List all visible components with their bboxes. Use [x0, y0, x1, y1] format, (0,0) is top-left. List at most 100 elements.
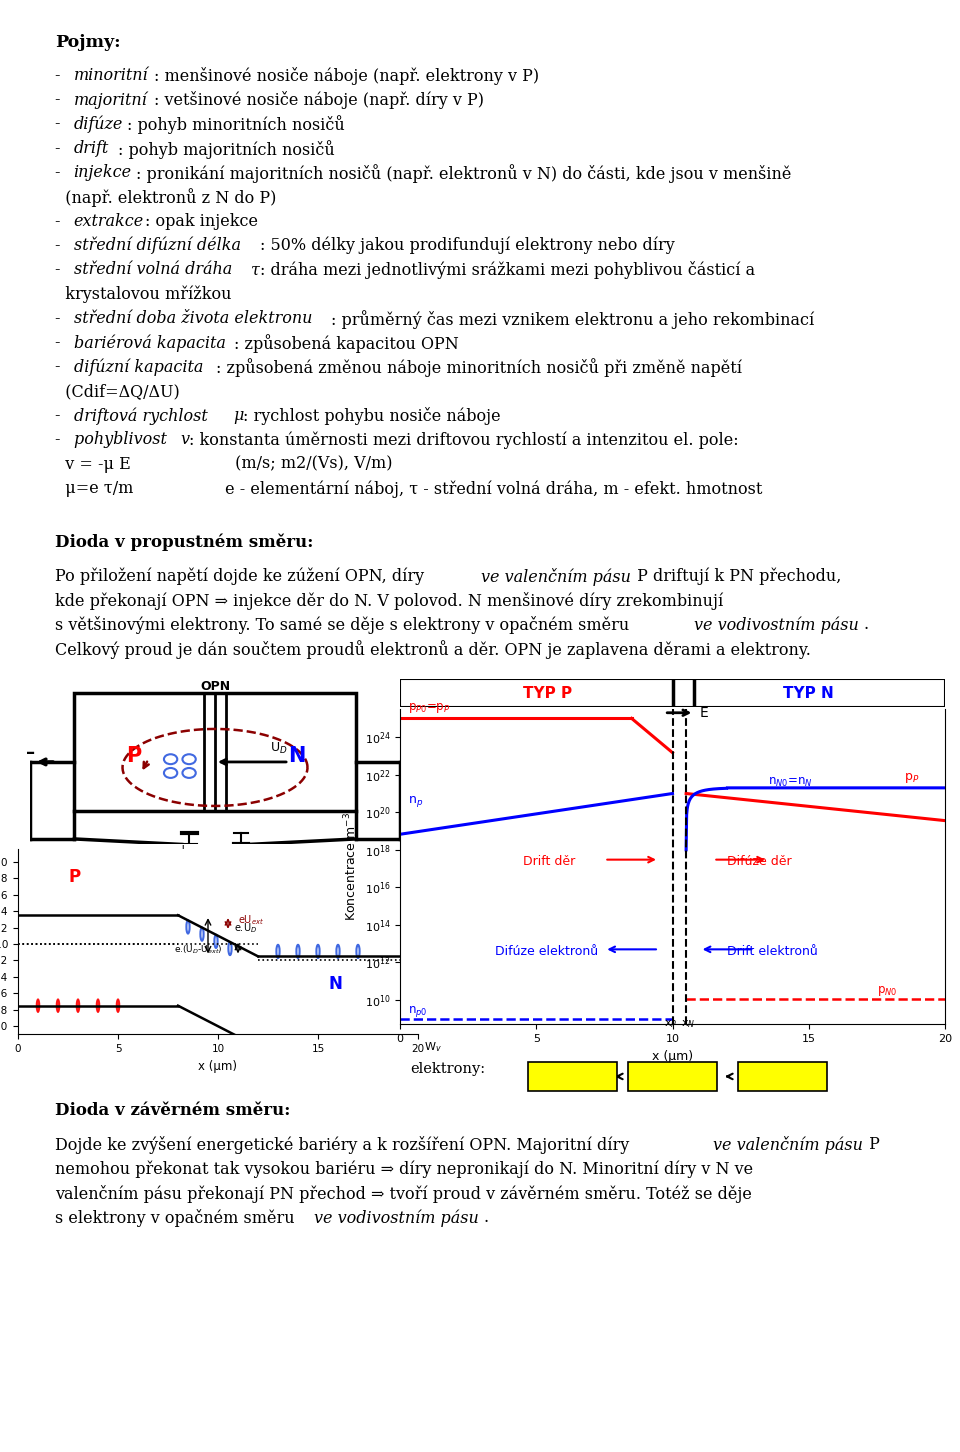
Text: (m/s; m2/(Vs), V/m): (m/s; m2/(Vs), V/m)	[148, 456, 392, 473]
Text: Celkový proud je dán součtem proudů elektronů a děr. OPN je zaplavena děrami a e: Celkový proud je dán součtem proudů elek…	[55, 640, 811, 659]
Text: : menšinové nosiče náboje (např. elektrony v P): : menšinové nosiče náboje (např. elektro…	[154, 67, 539, 84]
Text: –: –	[26, 743, 36, 762]
Text: n$_p$: n$_p$	[408, 794, 423, 809]
Text: střední difúzní délka: střední difúzní délka	[74, 237, 241, 254]
Text: .: .	[863, 616, 868, 633]
Text: difúze: difúze	[551, 1070, 594, 1083]
X-axis label: x (μm): x (μm)	[199, 1060, 237, 1073]
Text: pohyblivost: pohyblivost	[74, 431, 172, 449]
Text: minoritní: minoritní	[74, 67, 148, 84]
Text: -: -	[55, 359, 65, 376]
Text: Drift děr: Drift děr	[522, 855, 575, 868]
Text: ve valenčním pásu: ve valenčním pásu	[481, 568, 631, 585]
Text: Dioda v propustném směru:: Dioda v propustném směru:	[55, 533, 313, 550]
Bar	[75, 693, 355, 812]
Text: : 50% délky jakou prodifundují elektrony nebo díry: : 50% délky jakou prodifundují elektrony…	[260, 237, 675, 254]
Text: difúzní kapacita: difúzní kapacita	[74, 359, 203, 376]
Text: e.(U$_D$-U$_{ext}$): e.(U$_D$-U$_{ext}$)	[174, 944, 223, 955]
Text: drift: drift	[74, 139, 108, 157]
Text: ve vodivostním pásu: ve vodivostním pásu	[694, 616, 859, 633]
Text: -: -	[55, 334, 65, 351]
Text: TYP P: TYP P	[522, 685, 572, 701]
Y-axis label: Koncentrace m$^{-3}$: Koncentrace m$^{-3}$	[343, 813, 359, 922]
Text: -: -	[55, 164, 65, 182]
Text: Dioda v závěrném směru:: Dioda v závěrném směru:	[55, 1102, 290, 1119]
Text: extrakce: extrakce	[74, 212, 144, 229]
Text: τ: τ	[252, 261, 260, 279]
Text: -: -	[55, 309, 65, 327]
Text: : pohyb majoritních nosičů: : pohyb majoritních nosičů	[118, 139, 335, 158]
Text: : pohyb minoritních nosičů: : pohyb minoritních nosičů	[127, 115, 345, 135]
Text: -: -	[55, 407, 65, 424]
Text: drift: drift	[767, 1070, 798, 1083]
Text: (Cdif=ΔQ/ΔU): (Cdif=ΔQ/ΔU)	[55, 383, 180, 399]
Text: .: .	[484, 1210, 489, 1227]
Text: n$_{p0}$: n$_{p0}$	[408, 1005, 427, 1019]
Text: W$_c$: W$_c$	[424, 950, 442, 963]
Text: Difúze děr: Difúze děr	[727, 855, 792, 868]
Text: elektrony:: elektrony:	[410, 1063, 485, 1076]
Text: nemohou překonat tak vysokou bariéru ⇒ díry nepronikají do N. Minoritní díry v N: nemohou překonat tak vysokou bariéru ⇒ d…	[55, 1160, 754, 1178]
Text: : pronikání majoritních nosičů (např. elektronů v N) do části, kde jsou v menšin: : pronikání majoritních nosičů (např. el…	[135, 164, 791, 183]
Text: e.U$_D$: e.U$_D$	[234, 922, 257, 935]
Text: -: -	[55, 139, 65, 157]
Text: -: -	[55, 67, 65, 84]
Text: U$_D$: U$_D$	[271, 742, 288, 756]
Text: N: N	[328, 976, 342, 993]
Text: majoritní: majoritní	[74, 91, 147, 109]
Text: : opak injekce: : opak injekce	[145, 212, 257, 229]
Text: : vetšinové nosiče náboje (např. díry v P): : vetšinové nosiče náboje (např. díry v …	[154, 91, 484, 109]
Text: x$_P$: x$_P$	[664, 1018, 678, 1029]
Text: P driftují k PN přechodu,: P driftují k PN přechodu,	[633, 568, 842, 585]
Text: : konstanta úměrnosti mezi driftovou rychlostí a intenzitou el. pole:: : konstanta úměrnosti mezi driftovou ryc…	[189, 431, 739, 449]
Text: : způsobená změnou náboje minoritních nosičů při změně napětí: : způsobená změnou náboje minoritních no…	[216, 359, 742, 378]
Text: W$_v$: W$_v$	[424, 1040, 442, 1054]
Text: +: +	[178, 842, 188, 855]
Text: s většinovými elektrony. To samé se děje s elektrony v opačném směru: s většinovými elektrony. To samé se děje…	[55, 616, 635, 635]
Text: s elektrony v opačném směru: s elektrony v opačném směru	[55, 1210, 300, 1227]
Text: Drift elektronů: Drift elektronů	[727, 945, 818, 958]
Text: : rychlost pohybu nosiče náboje: : rychlost pohybu nosiče náboje	[243, 407, 500, 425]
Text: ve valenčním pásu: ve valenčním pásu	[712, 1137, 863, 1154]
Text: TYP N: TYP N	[783, 685, 834, 701]
Circle shape	[116, 999, 120, 1012]
Text: střední doba života elektronu: střední doba života elektronu	[74, 309, 312, 327]
Text: Dojde ke zvýšení energetické bariéry a k rozšíření OPN. Majoritní díry: Dojde ke zvýšení energetické bariéry a k…	[55, 1137, 635, 1154]
Text: v: v	[180, 431, 189, 449]
Text: kde překonají OPN ⇒ injekce děr do N. V polovod. N menšinové díry zrekombinují: kde překonají OPN ⇒ injekce děr do N. V …	[55, 592, 723, 610]
Text: p$_P$: p$_P$	[904, 771, 920, 784]
Text: difúze: difúze	[74, 115, 123, 134]
Text: Po přiložení napětí dojde ke zúžení OPN, díry: Po přiložení napětí dojde ke zúžení OPN,…	[55, 568, 429, 585]
Circle shape	[77, 999, 80, 1012]
Text: U$_{ext}$: U$_{ext}$	[203, 851, 228, 867]
Text: injekce: injekce	[647, 1070, 698, 1083]
Text: p$_{P0}$=p$_P$: p$_{P0}$=p$_P$	[408, 701, 450, 714]
Text: eU$_{ext}$: eU$_{ext}$	[238, 913, 264, 928]
Text: –: –	[245, 842, 251, 855]
Text: OPN: OPN	[200, 680, 230, 693]
Text: střední volná dráha: střední volná dráha	[74, 261, 237, 279]
Text: v = -μ E: v = -μ E	[55, 456, 131, 473]
X-axis label: x (μm): x (μm)	[652, 1050, 693, 1063]
Text: p$_{N0}$: p$_{N0}$	[876, 983, 898, 998]
Text: P: P	[864, 1137, 879, 1153]
Text: P: P	[126, 746, 141, 767]
Text: Pojmy:: Pojmy:	[55, 33, 121, 51]
Text: -: -	[55, 91, 65, 107]
Circle shape	[57, 999, 60, 1012]
Text: valenčním pásu překonají PN přechod ⇒ tvoří proud v závěrném směru. Totéž se děj: valenčním pásu překonají PN přechod ⇒ tv…	[55, 1185, 752, 1204]
Text: μ=e τ/m: μ=e τ/m	[55, 481, 133, 497]
Circle shape	[36, 999, 39, 1012]
Text: N: N	[288, 746, 305, 767]
Text: μ: μ	[233, 407, 244, 424]
Text: E: E	[700, 706, 708, 720]
Text: (např. elektronů z N do P): (např. elektronů z N do P)	[55, 189, 276, 208]
Text: injekce: injekce	[74, 164, 132, 182]
Text: krystalovou mřížkou: krystalovou mřížkou	[55, 286, 231, 303]
Text: -: -	[55, 431, 65, 449]
Text: driftová rychlost: driftová rychlost	[74, 407, 212, 424]
Circle shape	[96, 999, 100, 1012]
Text: Difúze elektronů: Difúze elektronů	[495, 945, 598, 958]
Text: : dráha mezi jednotlivými srážkami mezi pohyblivou částicí a: : dráha mezi jednotlivými srážkami mezi …	[260, 261, 756, 279]
Text: : způsobená kapacitou OPN: : způsobená kapacitou OPN	[233, 334, 458, 353]
